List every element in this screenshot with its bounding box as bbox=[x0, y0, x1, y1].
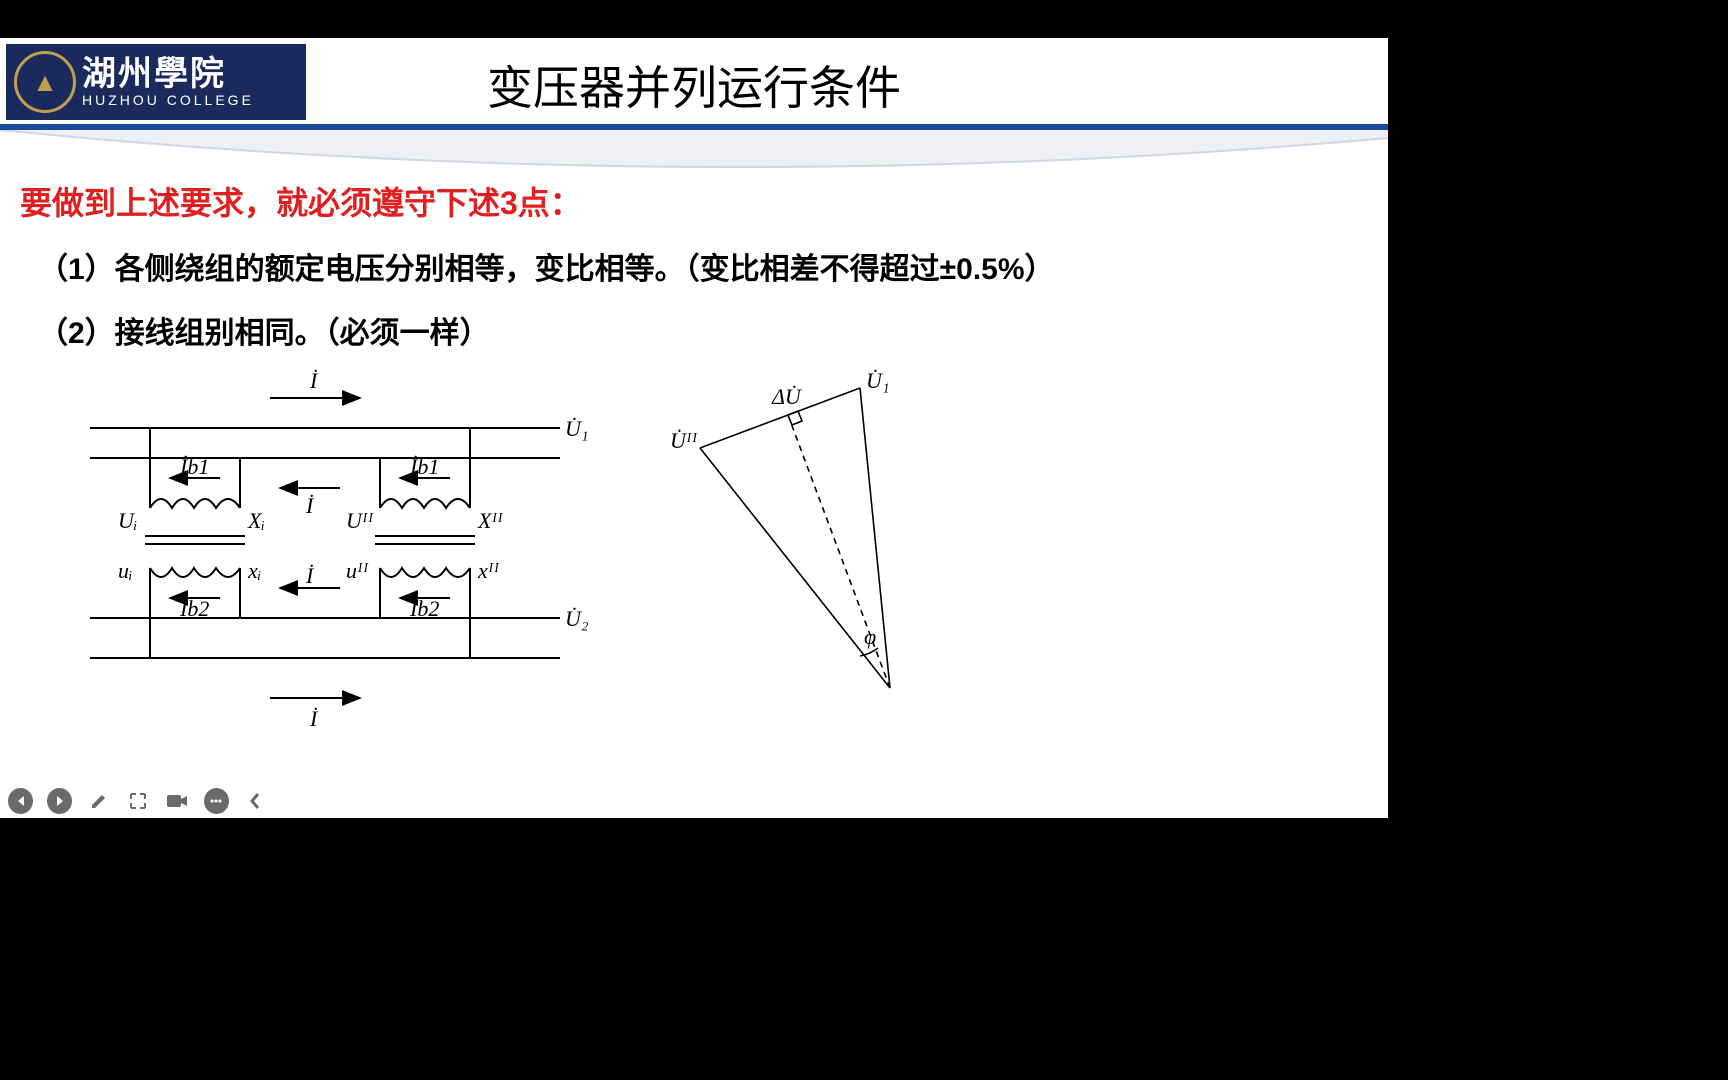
lbl-xII: xᴵᴵ bbox=[477, 558, 500, 583]
lbl-I-mid: İ bbox=[305, 493, 315, 518]
camera-icon bbox=[166, 793, 188, 809]
chevron-left-icon bbox=[248, 792, 262, 810]
camera-button[interactable] bbox=[165, 791, 190, 811]
slide-body: 要做到上述要求，就必须遵守下述3点： （1）各侧绕组的额定电压分别相等，变比相等… bbox=[20, 178, 1368, 374]
lbl-Ib1R: İb1 bbox=[409, 454, 439, 479]
slide: ▲ 湖州學院 HUZHOU COLLEGE 变压器并列运行条件 要做到上述要求，… bbox=[0, 38, 1388, 818]
play-button[interactable] bbox=[47, 788, 72, 814]
lbl-phi: φ bbox=[864, 624, 876, 649]
lbl-I-bot: İ bbox=[309, 706, 319, 731]
lbl-Ib1L: İb1 bbox=[179, 454, 209, 479]
lbl-UII: Uᴵᴵ bbox=[346, 508, 374, 533]
point-2: （2）接线组别相同。（必须一样） bbox=[38, 310, 1368, 358]
chat-button[interactable] bbox=[204, 788, 229, 814]
circuit-diagram: İ İ İ İ U̇₁ U̇₂ Uᵢ Xᵢ Uᴵᴵ Xᴵᴵ uᵢ xᵢ uᴵᴵ … bbox=[60, 358, 600, 738]
lbl-dU: ΔU̇ bbox=[771, 384, 803, 409]
lbl-Ib2R: İb2 bbox=[409, 596, 439, 621]
collapse-button[interactable] bbox=[243, 791, 268, 811]
player-toolbar bbox=[8, 784, 268, 818]
pen-button[interactable] bbox=[86, 791, 111, 811]
lbl-uI: uᵢ bbox=[118, 558, 132, 583]
phasor-diagram: U̇₁ U̇ᴵᴵ ΔU̇ φ bbox=[640, 368, 1000, 708]
slide-header: ▲ 湖州學院 HUZHOU COLLEGE 变压器并列运行条件 bbox=[0, 38, 1388, 128]
triangle-right-icon bbox=[54, 795, 66, 807]
lbl-U2dot: U̇₂ bbox=[565, 606, 589, 631]
lbl-UI: Uᵢ bbox=[118, 508, 137, 533]
lbl-XI: Xᵢ bbox=[247, 508, 265, 533]
lead-text: 要做到上述要求，就必须遵守下述3点： bbox=[20, 178, 1368, 224]
triangle-left-icon bbox=[15, 795, 27, 807]
figures-row: İ İ İ İ U̇₁ U̇₂ Uᵢ Xᵢ Uᴵᴵ Xᴵᴵ uᵢ xᵢ uᴵᴵ … bbox=[60, 358, 1000, 738]
lbl-Ib2L: İb2 bbox=[179, 596, 209, 621]
expand-icon bbox=[128, 791, 148, 811]
slide-title: 变压器并列运行条件 bbox=[0, 52, 1388, 118]
lbl-XII: Xᴵᴵ bbox=[477, 508, 503, 533]
prev-button[interactable] bbox=[8, 788, 33, 814]
expand-button[interactable] bbox=[125, 791, 150, 811]
dots-icon bbox=[209, 794, 223, 808]
lbl-U1: U̇₁ bbox=[866, 368, 890, 393]
lbl-I-low: İ bbox=[305, 563, 315, 588]
lbl-xI: xᵢ bbox=[247, 558, 261, 583]
pencil-icon bbox=[89, 791, 109, 811]
lbl-UII: U̇ᴵᴵ bbox=[670, 428, 698, 453]
lbl-uII: uᴵᴵ bbox=[346, 558, 369, 583]
lbl-U1dot: U̇₁ bbox=[565, 416, 589, 441]
lbl-I-top: İ bbox=[309, 368, 319, 393]
point-1: （1）各侧绕组的额定电压分别相等，变比相等。（变比相差不得超过±0.5%） bbox=[38, 246, 1368, 294]
